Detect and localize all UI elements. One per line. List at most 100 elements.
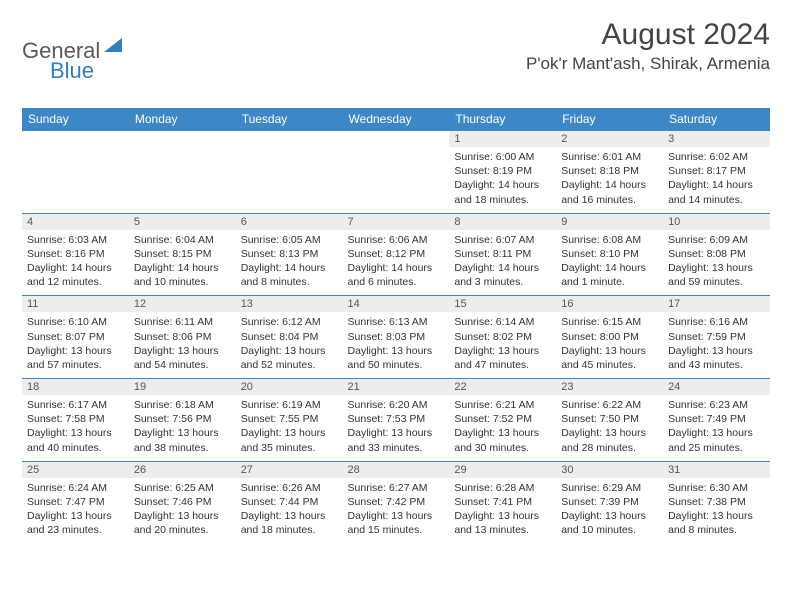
sunrise-text: Sunrise: 6:28 AM: [454, 481, 551, 495]
day-cell: 17Sunrise: 6:16 AMSunset: 7:59 PMDayligh…: [663, 296, 770, 379]
daylight-text: Daylight: 13 hours: [668, 261, 765, 275]
daylight-text: Daylight: 14 hours: [27, 261, 124, 275]
sunset-text: Sunset: 8:08 PM: [668, 247, 765, 261]
day-cell: 10Sunrise: 6:09 AMSunset: 8:08 PMDayligh…: [663, 213, 770, 296]
day-details: Sunrise: 6:25 AMSunset: 7:46 PMDaylight:…: [129, 478, 236, 544]
day-number: 27: [236, 462, 343, 478]
day-number: 15: [449, 296, 556, 312]
day-cell: 15Sunrise: 6:14 AMSunset: 8:02 PMDayligh…: [449, 296, 556, 379]
daylight-text: and 12 minutes.: [27, 275, 124, 289]
sunrise-text: Sunrise: 6:13 AM: [348, 315, 445, 329]
daylight-text: and 57 minutes.: [27, 358, 124, 372]
sunset-text: Sunset: 8:15 PM: [134, 247, 231, 261]
sunrise-text: Sunrise: 6:22 AM: [561, 398, 658, 412]
daylight-text: and 8 minutes.: [241, 275, 338, 289]
sunrise-text: Sunrise: 6:24 AM: [27, 481, 124, 495]
sunrise-text: Sunrise: 6:19 AM: [241, 398, 338, 412]
daylight-text: Daylight: 13 hours: [241, 344, 338, 358]
sunrise-text: Sunrise: 6:15 AM: [561, 315, 658, 329]
daylight-text: Daylight: 13 hours: [348, 344, 445, 358]
day-number: 3: [663, 131, 770, 147]
day-details: Sunrise: 6:00 AMSunset: 8:19 PMDaylight:…: [449, 147, 556, 213]
daylight-text: and 16 minutes.: [561, 193, 658, 207]
sunrise-text: Sunrise: 6:02 AM: [668, 150, 765, 164]
day-number: 31: [663, 462, 770, 478]
day-cell: 29Sunrise: 6:28 AMSunset: 7:41 PMDayligh…: [449, 461, 556, 543]
day-details: Sunrise: 6:30 AMSunset: 7:38 PMDaylight:…: [663, 478, 770, 544]
day-cell: 13Sunrise: 6:12 AMSunset: 8:04 PMDayligh…: [236, 296, 343, 379]
daylight-text: and 52 minutes.: [241, 358, 338, 372]
daylight-text: Daylight: 13 hours: [27, 426, 124, 440]
day-cell: 9Sunrise: 6:08 AMSunset: 8:10 PMDaylight…: [556, 213, 663, 296]
calendar-week-row: 25 Sunrise: 6:24 AMSunset: 7:47 PM Dayligh…: [22, 461, 770, 543]
daylight-text: Daylight: 14 hours: [134, 261, 231, 275]
day-details: Sunrise: 6:15 AMSunset: 8:00 PMDaylight:…: [556, 312, 663, 378]
daylight-text: and 54 minutes.: [134, 358, 231, 372]
sunset-text: Sunset: 8:06 PM: [134, 330, 231, 344]
sunrise-text: Sunrise: 6:26 AM: [241, 481, 338, 495]
daylight-text: Daylight: 14 hours: [241, 261, 338, 275]
sunset-text: Sunset: 7:50 PM: [561, 412, 658, 426]
day-cell: 6Sunrise: 6:05 AMSunset: 8:13 PMDaylight…: [236, 213, 343, 296]
sunset-text: Sunset: 7:55 PM: [241, 412, 338, 426]
day-cell: 22Sunrise: 6:21 AMSunset: 7:52 PMDayligh…: [449, 379, 556, 462]
sunset-text: Sunset: 8:02 PM: [454, 330, 551, 344]
day-cell: 5Sunrise: 6:04 AMSunset: 8:15 PMDaylight…: [129, 213, 236, 296]
calendar-week-row: 1Sunrise: 6:00 AMSunset: 8:19 PMDaylight…: [22, 131, 770, 214]
day-cell: 30Sunrise: 6:29 AMSunset: 7:39 PMDayligh…: [556, 461, 663, 543]
day-cell: 18Sunrise: 6:17 AMSunset: 7:58 PMDayligh…: [22, 379, 129, 462]
daylight-text: Daylight: 13 hours: [668, 509, 765, 523]
day-cell: 7Sunrise: 6:06 AMSunset: 8:12 PMDaylight…: [343, 213, 450, 296]
day-number: 19: [129, 379, 236, 395]
sunset-text: Sunset: 7:52 PM: [454, 412, 551, 426]
daylight-text: and 20 minutes.: [134, 523, 231, 537]
day-details: Sunrise: 6:05 AMSunset: 8:13 PMDaylight:…: [236, 230, 343, 296]
day-cell: 24Sunrise: 6:23 AMSunset: 7:49 PMDayligh…: [663, 379, 770, 462]
day-details: Sunrise: 6:01 AMSunset: 8:18 PMDaylight:…: [556, 147, 663, 213]
sunset-text: Sunset: 7:42 PM: [348, 495, 445, 509]
brand-logo-stack: General Blue: [22, 28, 122, 84]
day-cell: [129, 131, 236, 214]
daylight-text: and 18 minutes.: [454, 193, 551, 207]
sunset-text: Sunset: 8:11 PM: [454, 247, 551, 261]
day-number: 11: [22, 296, 129, 312]
sunrise-text: Sunrise: 6:10 AM: [27, 315, 124, 329]
daylight-text: and 28 minutes.: [561, 441, 658, 455]
day-details: Sunrise: 6:03 AMSunset: 8:16 PMDaylight:…: [22, 230, 129, 296]
day-details: Sunrise: 6:19 AMSunset: 7:55 PMDaylight:…: [236, 395, 343, 461]
day-details: Sunrise: 6:02 AMSunset: 8:17 PMDaylight:…: [663, 147, 770, 213]
day-cell: 20Sunrise: 6:19 AMSunset: 7:55 PMDayligh…: [236, 379, 343, 462]
daylight-text: Daylight: 13 hours: [668, 344, 765, 358]
brand-triangle-icon2: [104, 38, 122, 55]
day-cell: 8Sunrise: 6:07 AMSunset: 8:11 PMDaylight…: [449, 213, 556, 296]
day-details: Sunrise: 6:06 AMSunset: 8:12 PMDaylight:…: [343, 230, 450, 296]
weekday-header: Monday: [129, 108, 236, 131]
sunrise-text: Sunrise: 6:01 AM: [561, 150, 658, 164]
header: General August 2024 P'ok'r Mant'ash, Shi…: [22, 18, 770, 74]
day-cell: 25Sunrise: 6:24 AMSunset: 7:47 PMDayligh…: [22, 461, 129, 543]
day-number: 25: [22, 462, 129, 478]
sunrise-text: Sunrise: 6:30 AM: [668, 481, 765, 495]
daylight-text: Daylight: 14 hours: [348, 261, 445, 275]
sunrise-text: Sunrise: 6:08 AM: [561, 233, 658, 247]
sunrise-text: Sunrise: 6:12 AM: [241, 315, 338, 329]
sunset-text: Sunset: 8:00 PM: [561, 330, 658, 344]
sunset-text: Sunset: 8:17 PM: [668, 164, 765, 178]
daylight-text: and 6 minutes.: [348, 275, 445, 289]
daylight-text: and 13 minutes.: [454, 523, 551, 537]
daylight-text: and 50 minutes.: [348, 358, 445, 372]
day-number: 7: [343, 214, 450, 230]
day-cell: 31Sunrise: 6:30 AMSunset: 7:38 PMDayligh…: [663, 461, 770, 543]
day-details: Sunrise: 6:13 AMSunset: 8:03 PMDaylight:…: [343, 312, 450, 378]
day-cell: 28Sunrise: 6:27 AMSunset: 7:42 PMDayligh…: [343, 461, 450, 543]
daylight-text: Daylight: 13 hours: [561, 426, 658, 440]
daylight-text: Daylight: 14 hours: [561, 178, 658, 192]
month-title: August 2024: [526, 18, 770, 52]
daylight-text: and 35 minutes.: [241, 441, 338, 455]
sunset-text: Sunset: 7:47 PM: [27, 495, 124, 509]
sunrise-text: Sunrise: 6:21 AM: [454, 398, 551, 412]
sunrise-text: Sunrise: 6:14 AM: [454, 315, 551, 329]
day-details: Sunrise: 6:10 AMSunset: 8:07 PMDaylight:…: [22, 312, 129, 378]
day-number: 1: [449, 131, 556, 147]
day-cell: 27Sunrise: 6:26 AMSunset: 7:44 PMDayligh…: [236, 461, 343, 543]
